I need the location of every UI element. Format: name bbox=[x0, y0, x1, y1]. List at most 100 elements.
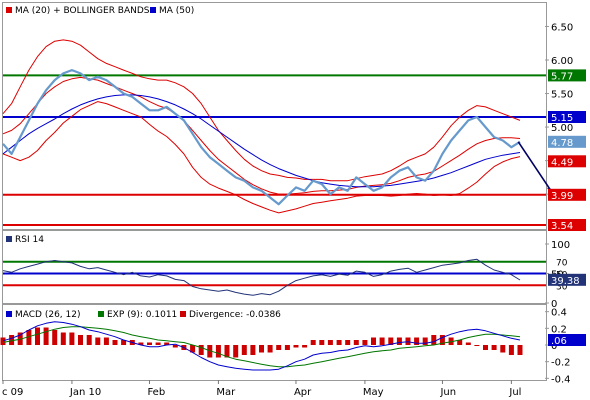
forecast-arrow-shaft bbox=[517, 141, 552, 192]
price-y-tick-label: 6.50 bbox=[551, 22, 573, 33]
divergence-bar bbox=[121, 340, 127, 345]
divergence-bar bbox=[439, 335, 445, 345]
divergence-bar bbox=[215, 345, 221, 358]
level-tag-3.99-box bbox=[548, 188, 586, 201]
level-tag-5.15-label: 5.15 bbox=[551, 113, 573, 124]
price-y-tick-label: 6.00 bbox=[551, 56, 573, 67]
divergence-bar bbox=[379, 337, 385, 345]
rsi-level-label-30: 30 bbox=[556, 282, 568, 292]
ma20-line bbox=[2, 76, 521, 195]
legend-swatch-signal bbox=[98, 311, 104, 317]
divergence-bar bbox=[465, 342, 471, 345]
rsi-panel: 10050070503039.38 bbox=[2, 240, 586, 310]
divergence-bar bbox=[319, 340, 325, 345]
divergence-bar bbox=[267, 345, 273, 353]
divergence-bar bbox=[474, 345, 480, 346]
rsi-y-tick-label: 100 bbox=[551, 240, 570, 251]
macd-value-tag-box bbox=[548, 334, 586, 346]
x-tick-label-Jun: Jun bbox=[439, 387, 456, 398]
divergence-bar bbox=[284, 345, 290, 350]
x-tick-label-c-09: c 09 bbox=[2, 387, 23, 398]
macd-legend: MACD (26, 12) EXP (9): 0.1011 Divergence… bbox=[6, 310, 281, 320]
divergence-bar bbox=[43, 327, 49, 345]
divergence-bar bbox=[155, 342, 161, 345]
divergence-bar bbox=[345, 340, 351, 345]
divergence-bar bbox=[422, 337, 428, 345]
divergence-bar bbox=[414, 337, 420, 345]
macd-y-tick-label: 0 bbox=[551, 341, 557, 352]
rsi-panel-frame bbox=[2, 230, 547, 304]
divergence-bar bbox=[508, 345, 514, 355]
x-tick-label-Jul: Jul bbox=[508, 387, 521, 398]
divergence-bar bbox=[52, 330, 58, 345]
value-tag-4.49-box bbox=[548, 155, 586, 168]
level-tag-3.99-label: 3.99 bbox=[551, 191, 573, 202]
macd-y-tick-label: 0.4 bbox=[551, 308, 567, 319]
rsi-legend: RSI 14 bbox=[6, 235, 44, 245]
price-y-tick-label: 5.00 bbox=[551, 123, 573, 134]
divergence-bar bbox=[241, 345, 247, 355]
divergence-bar bbox=[388, 337, 394, 345]
divergence-bar bbox=[327, 340, 333, 345]
legend-label-divergence: Divergence: -0.0386 bbox=[189, 310, 281, 320]
divergence-bar bbox=[147, 342, 152, 345]
divergence-bar bbox=[362, 340, 368, 345]
price-panel: 6.506.005.505.004.504.005.775.153.993.54… bbox=[2, 22, 586, 232]
legend-swatch-divergence bbox=[180, 311, 186, 317]
legend-swatch-rsi bbox=[6, 236, 12, 242]
divergence-bar bbox=[86, 335, 92, 345]
divergence-bar bbox=[431, 335, 437, 345]
rsi-line bbox=[2, 258, 521, 296]
divergence-bar bbox=[259, 345, 264, 353]
divergence-bar bbox=[60, 332, 66, 345]
ma50-line bbox=[2, 94, 521, 188]
divergence-bar bbox=[500, 345, 506, 353]
price-panel-frame bbox=[2, 2, 547, 230]
legend-swatch-bollinger bbox=[6, 7, 12, 13]
divergence-bar bbox=[198, 345, 204, 355]
divergence-bar bbox=[103, 337, 109, 345]
value-tag-4.78-label: 4.78 bbox=[551, 138, 573, 149]
divergence-bar bbox=[353, 340, 359, 345]
macd-panel: 0.4 0.2 0 -0.2 -0.4 .06 bbox=[0, 308, 586, 385]
x-tick-label-Mar: Mar bbox=[216, 387, 236, 398]
divergence-bar bbox=[457, 340, 463, 345]
macd-signal-line bbox=[2, 326, 521, 368]
divergence-bar bbox=[293, 345, 299, 348]
price-y-tick-label: 5.50 bbox=[551, 90, 573, 101]
rsi-value-tag-box bbox=[548, 273, 586, 286]
legend-label-signal: EXP (9): 0.1011 bbox=[107, 310, 177, 320]
divergence-bar bbox=[69, 332, 75, 345]
divergence-bar bbox=[95, 337, 101, 345]
divergence-bar bbox=[172, 345, 178, 348]
divergence-bar bbox=[250, 345, 256, 355]
price-line bbox=[2, 68, 521, 206]
value-tag-4.78-box bbox=[548, 135, 586, 148]
macd-line bbox=[2, 321, 521, 371]
bollinger-upper-band bbox=[2, 39, 521, 182]
divergence-bar bbox=[371, 337, 376, 345]
divergence-bar bbox=[302, 345, 308, 348]
x-tick-label-Jan-10: Jan 10 bbox=[69, 387, 101, 398]
legend-label-macd: MACD (26, 12) bbox=[15, 310, 81, 320]
level-tag-5.77-box bbox=[548, 69, 586, 82]
divergence-bar bbox=[112, 340, 118, 345]
divergence-bar bbox=[35, 327, 40, 345]
legend-label-bollinger: MA (20) + BOLLINGER BANDS bbox=[15, 6, 150, 16]
divergence-bar bbox=[9, 335, 15, 345]
divergence-bar bbox=[517, 345, 523, 355]
divergence-bar bbox=[190, 345, 196, 353]
macd-y-tick-label: -0.2 bbox=[551, 358, 571, 369]
divergence-bar bbox=[138, 342, 144, 345]
rsi-y-tick-label: 0 bbox=[551, 299, 557, 310]
legend-label-ma50: MA (50) bbox=[159, 6, 194, 16]
divergence-bar bbox=[26, 330, 32, 345]
divergence-bar bbox=[0, 337, 6, 345]
divergence-bar bbox=[164, 342, 170, 345]
divergence-bar bbox=[483, 345, 488, 350]
rsi-value-tag-label: 39.38 bbox=[551, 276, 580, 287]
divergence-bar bbox=[396, 337, 402, 345]
x-tick-label-May: May bbox=[363, 387, 384, 398]
divergence-bar bbox=[276, 345, 282, 350]
level-tag-5.15-box bbox=[548, 111, 586, 123]
